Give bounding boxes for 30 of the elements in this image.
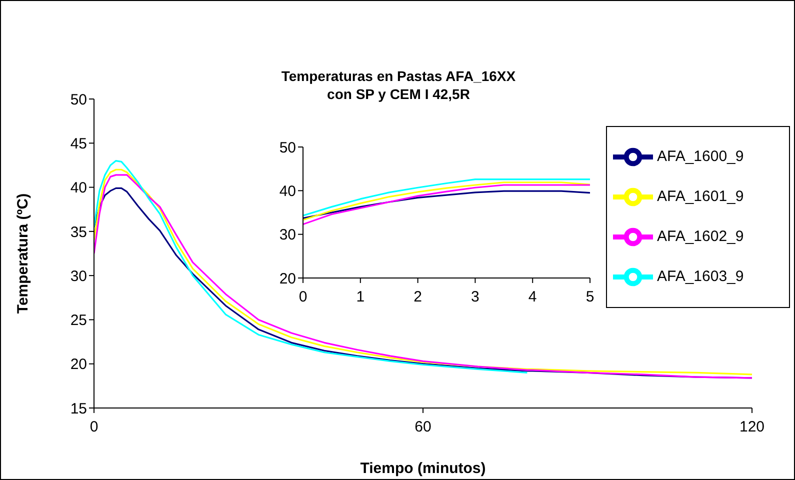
y-tick-label: 50 <box>70 91 87 108</box>
x-tick-label: 1 <box>356 288 365 306</box>
line-series <box>94 160 528 374</box>
y-axis-title: Temperatura (ºC) <box>14 193 32 314</box>
x-tick-label: 2 <box>414 288 422 306</box>
line-series <box>303 190 590 219</box>
y-tick-label: 30 <box>279 226 296 244</box>
legend-label: AFA_1601_9 <box>657 188 744 205</box>
y-tick-label: 45 <box>70 135 87 152</box>
y-tick-label: 50 <box>279 139 296 156</box>
x-axis-title: Tiempo (minutos) <box>360 460 486 477</box>
x-tick-label: 4 <box>528 288 537 306</box>
chart-title: Temperaturas en Pastas AFA_16XX con SP y CEM I 42,5R <box>281 68 516 102</box>
y-tick-label: 15 <box>70 400 87 418</box>
y-tick-label: 35 <box>70 224 87 241</box>
y-tick-label: 40 <box>279 182 296 200</box>
y-tick-label: 30 <box>70 268 87 285</box>
x-tick-label: 5 <box>586 288 594 306</box>
x-tick-label: 0 <box>298 288 308 306</box>
y-tick-label: 20 <box>70 356 87 374</box>
legend-label: AFA_1603_9 <box>657 268 744 285</box>
x-tick-label: 60 <box>414 418 432 436</box>
y-tick-label: 25 <box>70 312 87 330</box>
x-tick-label: 0 <box>90 418 98 436</box>
y-tick-label: 40 <box>70 180 87 197</box>
legend-label: AFA_1602_9 <box>657 228 744 245</box>
x-tick-label: 120 <box>739 418 765 436</box>
legend-label: AFA_1600_9 <box>657 148 744 165</box>
y-tick-label: 20 <box>279 270 296 288</box>
x-tick-label: 3 <box>471 288 480 306</box>
